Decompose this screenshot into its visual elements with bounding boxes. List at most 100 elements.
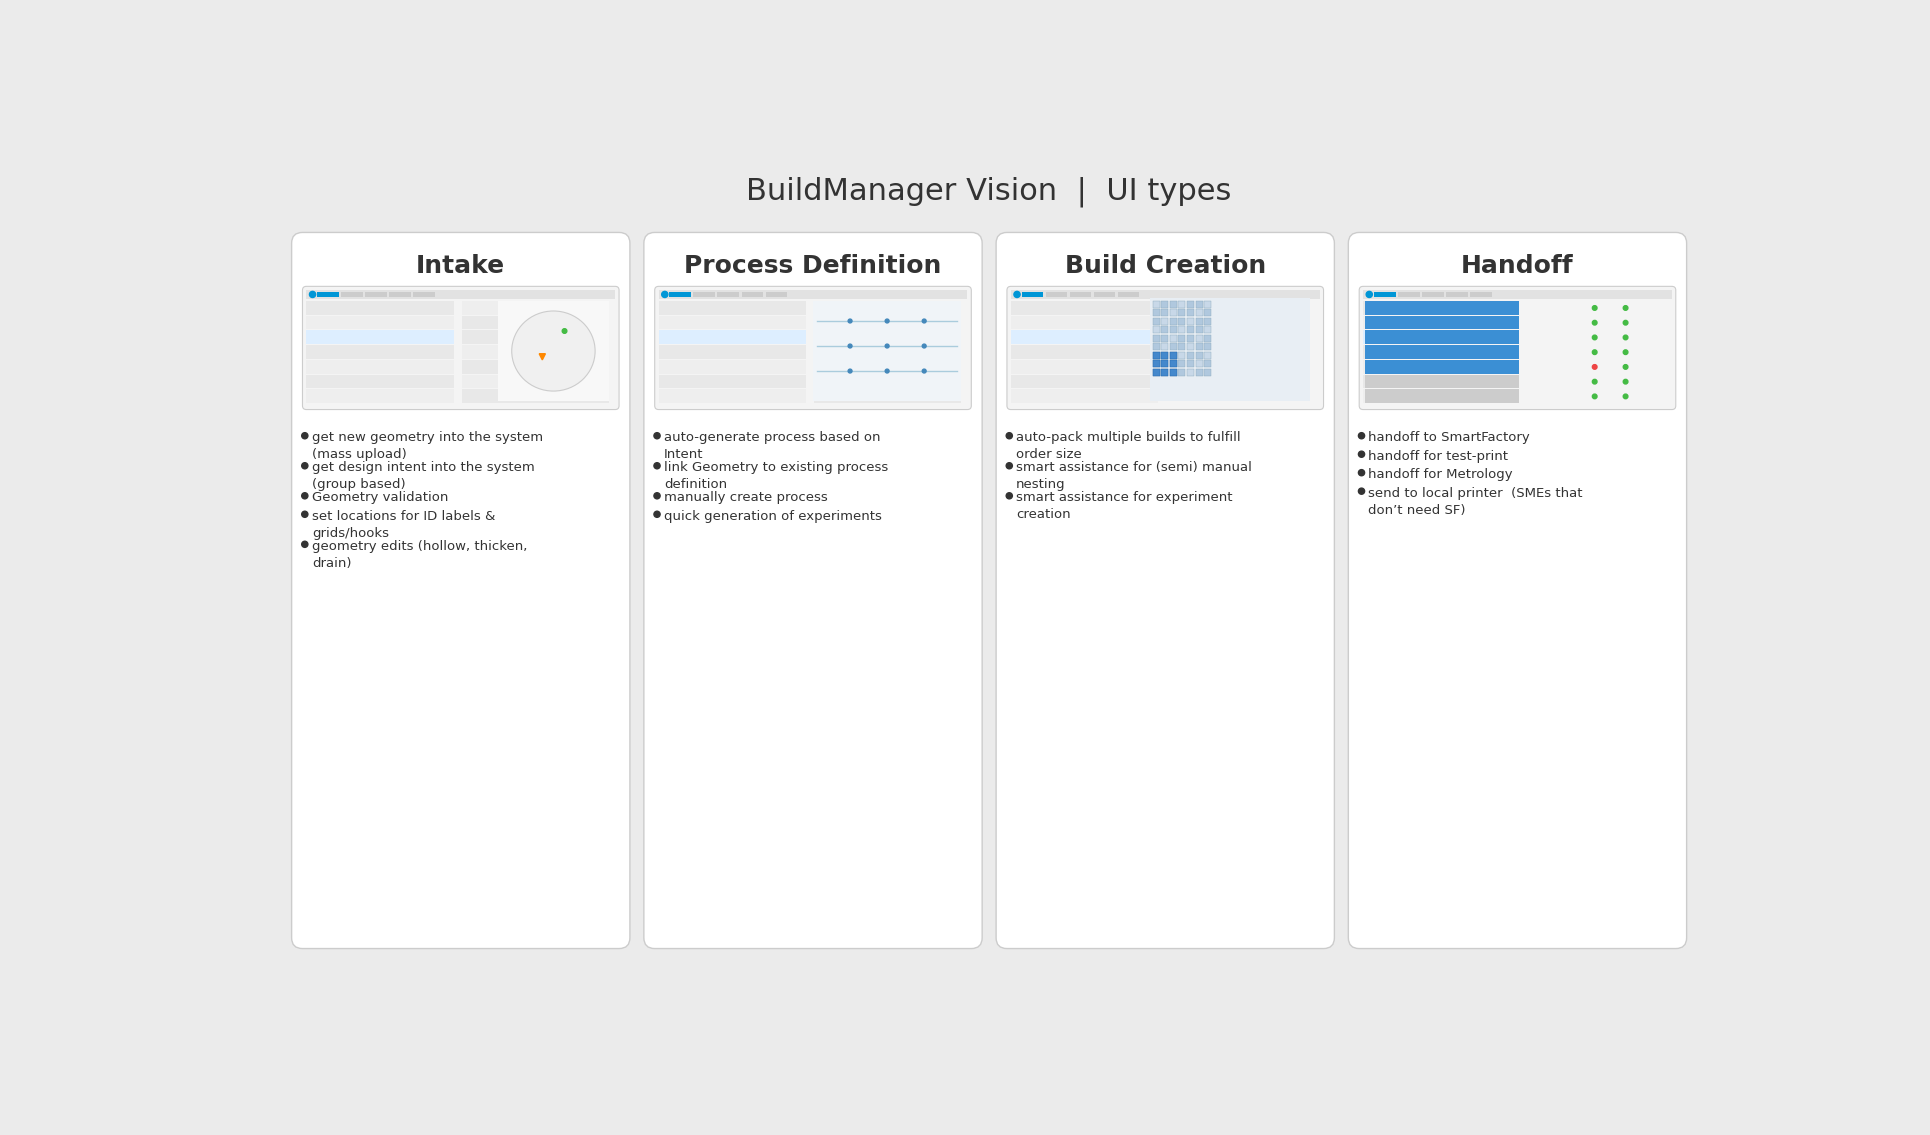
Bar: [1187, 318, 1195, 325]
Bar: [1152, 327, 1160, 334]
Bar: [1011, 316, 1158, 329]
Bar: [1204, 360, 1210, 368]
Bar: [1363, 301, 1511, 314]
Bar: [1179, 301, 1185, 308]
Bar: [1046, 292, 1067, 297]
Bar: [1195, 360, 1202, 368]
Bar: [1179, 352, 1185, 359]
Bar: [461, 360, 610, 373]
Bar: [1162, 369, 1168, 376]
Bar: [1365, 330, 1519, 344]
Text: set locations for ID labels &
grids/hooks: set locations for ID labels & grids/hook…: [313, 510, 496, 539]
FancyBboxPatch shape: [996, 233, 1334, 949]
Bar: [1150, 297, 1310, 401]
Bar: [461, 345, 610, 359]
Circle shape: [1623, 394, 1627, 398]
Bar: [1170, 369, 1177, 376]
Bar: [307, 389, 454, 403]
Circle shape: [309, 292, 317, 297]
Circle shape: [1592, 364, 1596, 369]
Bar: [307, 375, 454, 388]
Circle shape: [847, 319, 851, 323]
Bar: [1195, 369, 1202, 376]
Circle shape: [923, 319, 926, 323]
Text: quick generation of experiments: quick generation of experiments: [664, 510, 882, 522]
Bar: [1187, 335, 1195, 342]
FancyBboxPatch shape: [1359, 286, 1675, 410]
Bar: [1069, 292, 1092, 297]
Circle shape: [301, 493, 309, 499]
Text: send to local printer  (SMEs that
don’t need SF): send to local printer (SMEs that don’t n…: [1368, 487, 1583, 516]
Bar: [1365, 345, 1519, 359]
Bar: [1179, 327, 1185, 334]
Bar: [1204, 369, 1210, 376]
Circle shape: [301, 463, 309, 469]
Bar: [307, 345, 454, 359]
Circle shape: [654, 511, 660, 518]
Bar: [1170, 352, 1177, 359]
Bar: [1187, 301, 1195, 308]
FancyBboxPatch shape: [303, 286, 620, 410]
Text: auto-generate process based on
Intent: auto-generate process based on Intent: [664, 431, 880, 461]
Bar: [1011, 375, 1158, 388]
Bar: [1170, 335, 1177, 342]
Bar: [342, 292, 363, 297]
FancyBboxPatch shape: [1349, 233, 1687, 949]
Bar: [1011, 301, 1158, 314]
Bar: [1152, 310, 1160, 317]
Bar: [1152, 335, 1160, 342]
Bar: [1162, 318, 1168, 325]
Bar: [814, 375, 961, 388]
Bar: [1446, 292, 1467, 297]
Text: handoff to SmartFactory: handoff to SmartFactory: [1368, 431, 1530, 444]
Text: manually create process: manually create process: [664, 491, 828, 504]
Bar: [1195, 310, 1202, 317]
Bar: [1204, 301, 1210, 308]
Circle shape: [1359, 432, 1365, 439]
Bar: [1363, 330, 1511, 344]
Bar: [658, 345, 807, 359]
Polygon shape: [538, 354, 546, 360]
Text: get new geometry into the system
(mass upload): get new geometry into the system (mass u…: [313, 431, 542, 461]
Circle shape: [1366, 292, 1372, 297]
Bar: [307, 330, 454, 344]
Bar: [1152, 301, 1160, 308]
Bar: [1195, 327, 1202, 334]
Bar: [1187, 360, 1195, 368]
Circle shape: [1592, 350, 1596, 354]
Bar: [1162, 343, 1168, 351]
Bar: [1422, 292, 1444, 297]
Bar: [814, 316, 961, 329]
Bar: [1162, 369, 1168, 376]
Bar: [1187, 343, 1195, 351]
Text: smart assistance for experiment
creation: smart assistance for experiment creation: [1017, 491, 1233, 521]
Bar: [658, 375, 807, 388]
Text: BuildManager Vision  |  UI types: BuildManager Vision | UI types: [747, 176, 1231, 207]
Bar: [814, 345, 961, 359]
Bar: [1179, 318, 1185, 325]
Circle shape: [1623, 335, 1627, 339]
Circle shape: [1592, 335, 1596, 339]
Bar: [1162, 360, 1168, 368]
Circle shape: [847, 369, 851, 373]
Bar: [1187, 352, 1195, 359]
Bar: [1152, 343, 1160, 351]
Circle shape: [923, 344, 926, 348]
Bar: [814, 360, 961, 373]
Bar: [1365, 316, 1519, 329]
Bar: [1365, 301, 1519, 314]
Bar: [1187, 310, 1195, 317]
Bar: [658, 360, 807, 373]
Bar: [1363, 389, 1511, 403]
Bar: [1170, 343, 1177, 351]
Ellipse shape: [511, 311, 594, 392]
FancyBboxPatch shape: [645, 233, 982, 949]
Bar: [1204, 310, 1210, 317]
Circle shape: [1592, 305, 1596, 310]
Circle shape: [886, 369, 890, 373]
Bar: [1011, 330, 1158, 344]
Bar: [1162, 301, 1168, 308]
Bar: [1162, 352, 1168, 359]
Circle shape: [1006, 432, 1013, 439]
Circle shape: [1592, 394, 1596, 398]
